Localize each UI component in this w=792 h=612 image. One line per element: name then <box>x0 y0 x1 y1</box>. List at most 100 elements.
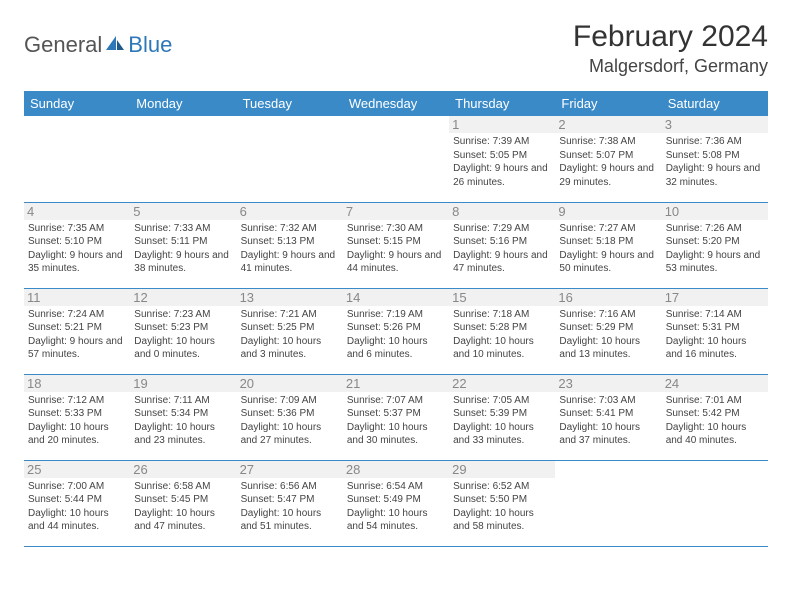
day-number: 1 <box>449 116 555 133</box>
sunrise-text: Sunrise: 7:12 AM <box>28 394 126 408</box>
calendar-cell: 17Sunrise: 7:14 AMSunset: 5:31 PMDayligh… <box>662 288 768 374</box>
day-detail: Sunrise: 7:36 AMSunset: 5:08 PMDaylight:… <box>666 135 764 189</box>
day-detail: Sunrise: 6:52 AMSunset: 5:50 PMDaylight:… <box>453 480 551 534</box>
sunrise-text: Sunrise: 7:19 AM <box>347 308 445 322</box>
month-title: February 2024 <box>573 20 768 54</box>
day-number: 28 <box>343 461 449 478</box>
sunset-text: Sunset: 5:49 PM <box>347 493 445 507</box>
calendar-cell: 19Sunrise: 7:11 AMSunset: 5:34 PMDayligh… <box>130 374 236 460</box>
sunrise-text: Sunrise: 7:36 AM <box>666 135 764 149</box>
sunrise-text: Sunrise: 7:05 AM <box>453 394 551 408</box>
calendar-cell: 26Sunrise: 6:58 AMSunset: 5:45 PMDayligh… <box>130 460 236 546</box>
day-number: 21 <box>343 375 449 392</box>
sail-icon <box>104 34 126 57</box>
day-detail: Sunrise: 7:01 AMSunset: 5:42 PMDaylight:… <box>666 394 764 448</box>
daylight-text: Daylight: 9 hours and 50 minutes. <box>559 249 657 276</box>
day-header: Friday <box>555 91 661 116</box>
day-header: Sunday <box>24 91 130 116</box>
daylight-text: Daylight: 10 hours and 37 minutes. <box>559 421 657 448</box>
day-number: 7 <box>343 203 449 220</box>
calendar-cell: 12Sunrise: 7:23 AMSunset: 5:23 PMDayligh… <box>130 288 236 374</box>
day-detail: Sunrise: 7:24 AMSunset: 5:21 PMDaylight:… <box>28 308 126 362</box>
day-detail: Sunrise: 7:26 AMSunset: 5:20 PMDaylight:… <box>666 222 764 276</box>
daylight-text: Daylight: 9 hours and 47 minutes. <box>453 249 551 276</box>
day-number: 15 <box>449 289 555 306</box>
calendar-cell: 21Sunrise: 7:07 AMSunset: 5:37 PMDayligh… <box>343 374 449 460</box>
title-block: February 2024 Malgersdorf, Germany <box>573 20 768 77</box>
calendar-cell: 11 Sunrise: 7:24 AMSunset: 5:21 PMDayligh… <box>24 288 130 374</box>
day-number: 12 <box>130 289 236 306</box>
calendar-cell: 18Sunrise: 7:12 AMSunset: 5:33 PMDayligh… <box>24 374 130 460</box>
day-number: 24 <box>662 375 768 392</box>
calendar-cell-empty <box>555 460 661 546</box>
sunset-text: Sunset: 5:07 PM <box>559 149 657 163</box>
day-detail: Sunrise: 7:19 AMSunset: 5:26 PMDaylight:… <box>347 308 445 362</box>
day-number: 8 <box>449 203 555 220</box>
day-number: 5 <box>130 203 236 220</box>
calendar-body: 1Sunrise: 7:39 AMSunset: 5:05 PMDaylight… <box>24 116 768 546</box>
daylight-text: Daylight: 9 hours and 44 minutes. <box>347 249 445 276</box>
day-detail: Sunrise: 7:00 AMSunset: 5:44 PMDaylight:… <box>28 480 126 534</box>
calendar-cell: 13Sunrise: 7:21 AMSunset: 5:25 PMDayligh… <box>237 288 343 374</box>
day-number: 9 <box>555 203 661 220</box>
calendar-row: 11 Sunrise: 7:24 AMSunset: 5:21 PMDayligh… <box>24 288 768 374</box>
calendar-cell-empty <box>24 116 130 202</box>
daylight-text: Daylight: 10 hours and 16 minutes. <box>666 335 764 362</box>
day-number: 14 <box>343 289 449 306</box>
sunrise-text: Sunrise: 7:18 AM <box>453 308 551 322</box>
sunset-text: Sunset: 5:25 PM <box>241 321 339 335</box>
calendar-row: 4Sunrise: 7:35 AMSunset: 5:10 PMDaylight… <box>24 202 768 288</box>
day-number: 22 <box>449 375 555 392</box>
daylight-text: Daylight: 10 hours and 20 minutes. <box>28 421 126 448</box>
calendar-cell: 14 Sunrise: 7:19 AMSunset: 5:26 PMDayligh… <box>343 288 449 374</box>
sunset-text: Sunset: 5:28 PM <box>453 321 551 335</box>
sunset-text: Sunset: 5:23 PM <box>134 321 232 335</box>
calendar-cell: 9 Sunrise: 7:27 AMSunset: 5:18 PMDaylight… <box>555 202 661 288</box>
day-detail: Sunrise: 7:29 AMSunset: 5:16 PMDaylight:… <box>453 222 551 276</box>
day-detail: Sunrise: 7:35 AMSunset: 5:10 PMDaylight:… <box>28 222 126 276</box>
day-number: 6 <box>237 203 343 220</box>
day-header: Thursday <box>449 91 555 116</box>
logo-text-blue: Blue <box>128 32 172 58</box>
sunset-text: Sunset: 5:11 PM <box>134 235 232 249</box>
day-detail: Sunrise: 7:05 AMSunset: 5:39 PMDaylight:… <box>453 394 551 448</box>
calendar-cell: 22 Sunrise: 7:05 AMSunset: 5:39 PMDayligh… <box>449 374 555 460</box>
day-detail: Sunrise: 6:56 AMSunset: 5:47 PMDaylight:… <box>241 480 339 534</box>
calendar-cell: 7 Sunrise: 7:30 AMSunset: 5:15 PMDaylight… <box>343 202 449 288</box>
sunrise-text: Sunrise: 7:39 AM <box>453 135 551 149</box>
day-number: 25 <box>24 461 130 478</box>
day-detail: Sunrise: 7:18 AMSunset: 5:28 PMDaylight:… <box>453 308 551 362</box>
sunrise-text: Sunrise: 7:23 AM <box>134 308 232 322</box>
calendar-cell: 2Sunrise: 7:38 AMSunset: 5:07 PMDaylight… <box>555 116 661 202</box>
sunrise-text: Sunrise: 7:01 AM <box>666 394 764 408</box>
sunrise-text: Sunrise: 7:00 AM <box>28 480 126 494</box>
daylight-text: Daylight: 10 hours and 58 minutes. <box>453 507 551 534</box>
sunrise-text: Sunrise: 6:54 AM <box>347 480 445 494</box>
sunrise-text: Sunrise: 7:24 AM <box>28 308 126 322</box>
sunrise-text: Sunrise: 7:11 AM <box>134 394 232 408</box>
day-detail: Sunrise: 7:09 AMSunset: 5:36 PMDaylight:… <box>241 394 339 448</box>
location: Malgersdorf, Germany <box>573 56 768 77</box>
sunrise-text: Sunrise: 7:38 AM <box>559 135 657 149</box>
day-detail: Sunrise: 7:27 AMSunset: 5:18 PMDaylight:… <box>559 222 657 276</box>
daylight-text: Daylight: 10 hours and 6 minutes. <box>347 335 445 362</box>
sunset-text: Sunset: 5:33 PM <box>28 407 126 421</box>
day-header: Wednesday <box>343 91 449 116</box>
sunrise-text: Sunrise: 7:27 AM <box>559 222 657 236</box>
day-detail: Sunrise: 7:33 AMSunset: 5:11 PMDaylight:… <box>134 222 232 276</box>
day-number: 2 <box>555 116 661 133</box>
day-detail: Sunrise: 7:30 AMSunset: 5:15 PMDaylight:… <box>347 222 445 276</box>
sunset-text: Sunset: 5:31 PM <box>666 321 764 335</box>
calendar-table: SundayMondayTuesdayWednesdayThursdayFrid… <box>24 91 768 547</box>
day-number: 19 <box>130 375 236 392</box>
sunset-text: Sunset: 5:18 PM <box>559 235 657 249</box>
calendar-cell: 4Sunrise: 7:35 AMSunset: 5:10 PMDaylight… <box>24 202 130 288</box>
sunset-text: Sunset: 5:41 PM <box>559 407 657 421</box>
sunset-text: Sunset: 5:15 PM <box>347 235 445 249</box>
calendar-cell-empty <box>237 116 343 202</box>
sunset-text: Sunset: 5:34 PM <box>134 407 232 421</box>
day-number: 11 <box>24 289 130 306</box>
calendar-row: 25 Sunrise: 7:00 AMSunset: 5:44 PMDayligh… <box>24 460 768 546</box>
day-detail: Sunrise: 7:32 AMSunset: 5:13 PMDaylight:… <box>241 222 339 276</box>
sunrise-text: Sunrise: 7:33 AM <box>134 222 232 236</box>
